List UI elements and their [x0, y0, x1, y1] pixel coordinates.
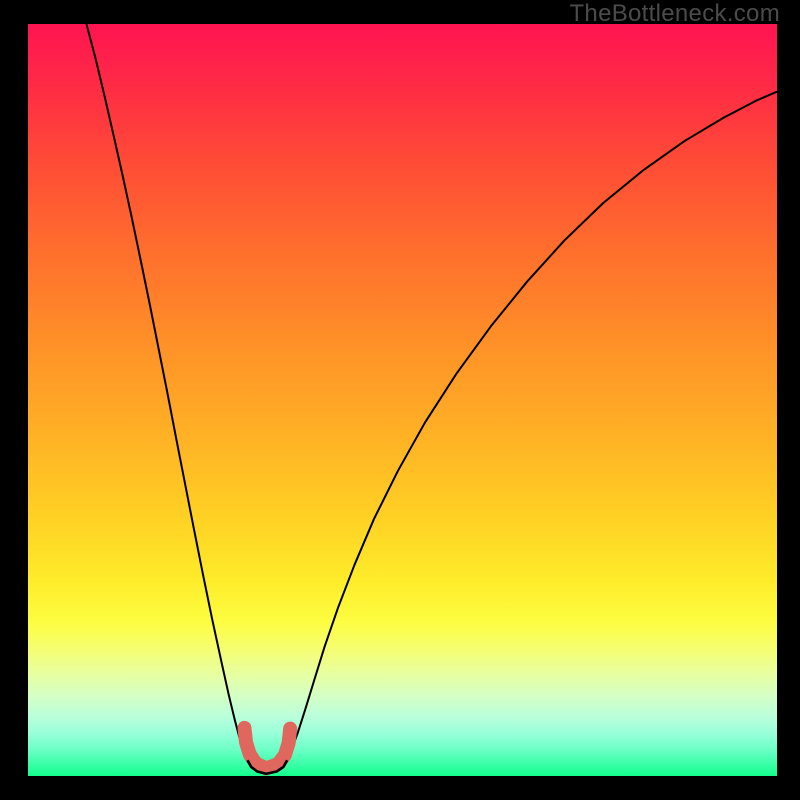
- gradient-background: [28, 24, 777, 776]
- watermark: TheBottleneck.com: [569, 0, 780, 28]
- plot-area: [28, 24, 777, 776]
- canvas: TheBottleneck.com: [0, 0, 800, 800]
